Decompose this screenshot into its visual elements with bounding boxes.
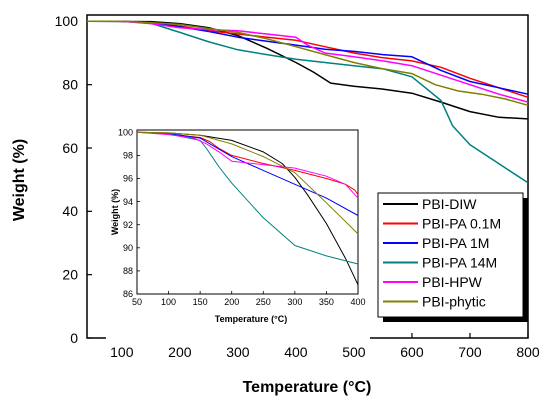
main-axis-ticks: 100 200 300 400 500 600 700 800 0 20 40 60 80 100 [55,13,540,360]
main-series-group [86,20,529,184]
x-tick-label: 800 [516,344,540,360]
series-line-pbi-phytic [136,131,359,235]
main-y-axis-title: Weight (%) [11,139,28,221]
series-line-pbi-phytic [87,20,529,107]
x-tick-label: 300 [226,344,250,360]
main-x-axis-title: Temperature (°C) [243,379,372,396]
legend-box [377,192,524,318]
y-tick-label: 100 [118,127,133,137]
x-tick-label: 200 [168,344,192,360]
legend-entry-pbi-diw: PBI-DIW [383,196,477,212]
series-line-pbi-hpw [87,20,529,103]
y-tick-label: 98 [123,151,133,161]
x-tick-label: 400 [284,344,308,360]
series-line-pbi-diw [86,20,529,120]
y-tick-label: 60 [62,140,78,156]
legend-label: PBI-PA 0.1M [422,216,501,232]
series-line-pbi-hpw [136,131,359,199]
x-tick-label: 400 [350,297,365,307]
y-tick-label: 100 [55,13,79,29]
inset-x-axis-title: Temperature (°C) [215,314,287,324]
inset-plot-frame [136,129,359,295]
series-line-pbi-pa-1m [136,131,359,216]
x-tick-label: 200 [224,297,239,307]
legend-entry-pbi-pa-14m: PBI-PA 14M [383,255,497,271]
y-tick-label: 0 [70,330,78,346]
legend-label: PBI-PA 1M [422,235,489,251]
y-tick-label: 40 [62,203,78,219]
x-tick-label: 250 [256,297,271,307]
series-line-pbi-pa-14m [87,20,529,184]
legend-label: PBI-DIW [422,196,477,212]
legend-label: PBI-phytic [422,294,486,310]
x-tick-label: 500 [342,344,366,360]
y-tick-label: 90 [123,243,133,253]
x-tick-label: 50 [132,297,142,307]
x-tick-label: 700 [458,344,482,360]
legend-entry-pbi-phytic: PBI-phytic [383,294,486,310]
legend-entry-pbi-hpw: PBI-HPW [383,274,483,290]
y-tick-label: 96 [123,174,133,184]
inset-series-group [136,131,359,286]
inset-y-axis-title: Weight (%) [110,189,120,235]
x-tick-label: 150 [193,297,208,307]
y-tick-label: 94 [123,197,133,207]
legend-label: PBI-HPW [422,274,483,290]
legend-label: PBI-PA 14M [422,255,497,271]
y-tick-label: 92 [123,220,133,230]
legend-entry-pbi-pa-1m: PBI-PA 1M [383,235,489,251]
y-tick-label: 20 [62,267,78,283]
x-tick-label: 100 [110,344,134,360]
x-tick-label: 350 [319,297,334,307]
series-line-pbi-pa-0-1m [87,20,529,99]
x-tick-label: 600 [400,344,424,360]
y-tick-label: 80 [62,77,78,93]
x-tick-label: 300 [287,297,302,307]
inset-axis-ticks: 50 100 150 200 250 300 350 400 86 88 90 92 94 96 98 100 [118,127,366,307]
series-line-pbi-pa-1m [87,20,529,95]
y-tick-label: 88 [123,266,133,276]
x-tick-label: 100 [161,297,176,307]
legend-entry-pbi-pa-0-1m: PBI-PA 0.1M [383,216,501,232]
y-tick-label: 86 [123,289,133,299]
legend: PBI-DIW PBI-PA 0.1M PBI-PA 1M PBI-PA 14M PBI… [377,192,528,322]
